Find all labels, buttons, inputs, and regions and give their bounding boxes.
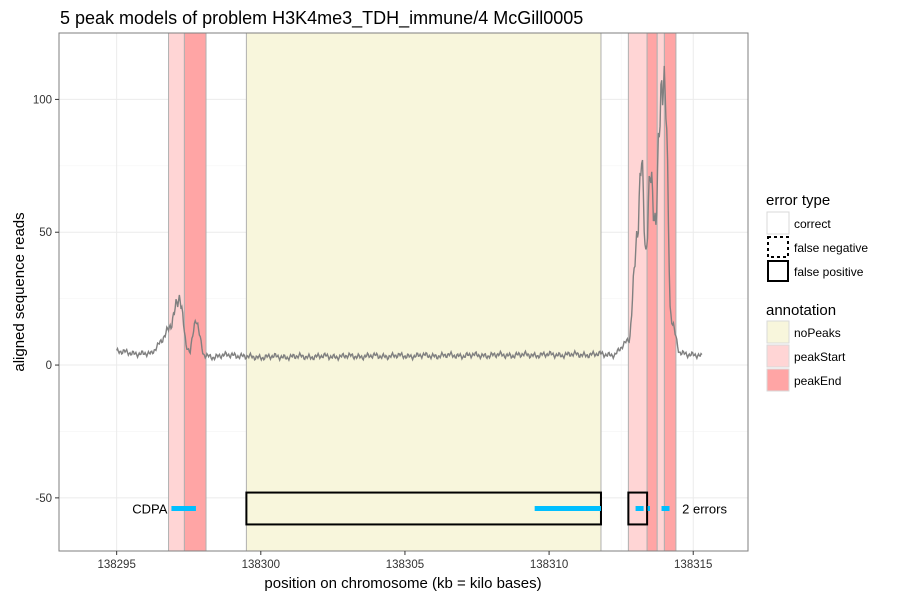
region-nopeaks xyxy=(245,32,602,552)
errors-label: 2 errors xyxy=(682,501,727,516)
legend-label-peakstart: peakStart xyxy=(794,350,846,364)
y-axis: -50 0 50 100 xyxy=(33,94,59,505)
y-tick-label: 0 xyxy=(46,360,52,372)
region-peakstart xyxy=(627,32,648,552)
legend-key-correct xyxy=(766,211,790,235)
legend-label-false-negative: false negative xyxy=(794,241,868,255)
x-tick-label: 138295 xyxy=(97,559,135,571)
cdpa-label: CDPA xyxy=(132,501,167,516)
legend-key-peakend xyxy=(766,368,790,392)
y-axis-title: aligned sequence reads xyxy=(11,212,28,371)
legend-item-false-positive: false positive xyxy=(767,260,864,282)
legend-label-nopeaks: noPeaks xyxy=(794,326,841,340)
legend-label-correct: correct xyxy=(794,217,831,231)
coverage-line xyxy=(116,65,703,363)
error-box-false-positive xyxy=(627,491,649,526)
region-peakstart xyxy=(168,32,185,552)
region-peakend xyxy=(646,32,658,552)
legend-annotation-title: annotation xyxy=(766,302,836,319)
legend-item-peakstart: peakStart xyxy=(766,344,846,368)
x-axis-title: position on chromosome (kb = kilo bases) xyxy=(264,575,541,592)
legend-item-false-negative: false negative xyxy=(767,236,868,258)
text-annotations: CDPA 2 errors xyxy=(132,501,727,516)
coverage-series xyxy=(116,65,703,363)
plot-panel: CDPA 2 errors xyxy=(58,32,749,552)
legend-key-peakstart xyxy=(766,344,790,368)
annotation-regions xyxy=(168,32,677,552)
x-axis: 138295 138300 138305 138310 138315 xyxy=(97,551,712,571)
legend-item-nopeaks: noPeaks xyxy=(766,320,841,344)
x-tick-label: 138305 xyxy=(386,559,424,571)
legend-key-false-positive xyxy=(767,260,789,282)
y-tick-label: -50 xyxy=(35,493,52,505)
y-tick-label: 50 xyxy=(39,227,52,239)
legend-label-false-positive: false positive xyxy=(794,265,864,279)
legend-key-nopeaks xyxy=(766,320,790,344)
y-tick-label: 100 xyxy=(33,94,52,106)
legend-label-peakend: peakEnd xyxy=(794,374,841,388)
legend-error-type-title: error type xyxy=(766,192,830,209)
legend-item-correct: correct xyxy=(766,211,831,235)
x-tick-label: 138310 xyxy=(530,559,568,571)
x-tick-label: 138300 xyxy=(242,559,280,571)
x-tick-label: 138315 xyxy=(674,559,712,571)
legend-key-false-negative xyxy=(767,236,789,258)
region-peakend xyxy=(183,32,207,552)
legend: error type correct false negative false … xyxy=(766,192,868,392)
legend-item-peakend: peakEnd xyxy=(766,368,841,392)
chart-title: 5 peak models of problem H3K4me3_TDH_imm… xyxy=(60,8,583,29)
panel-border xyxy=(58,32,749,552)
